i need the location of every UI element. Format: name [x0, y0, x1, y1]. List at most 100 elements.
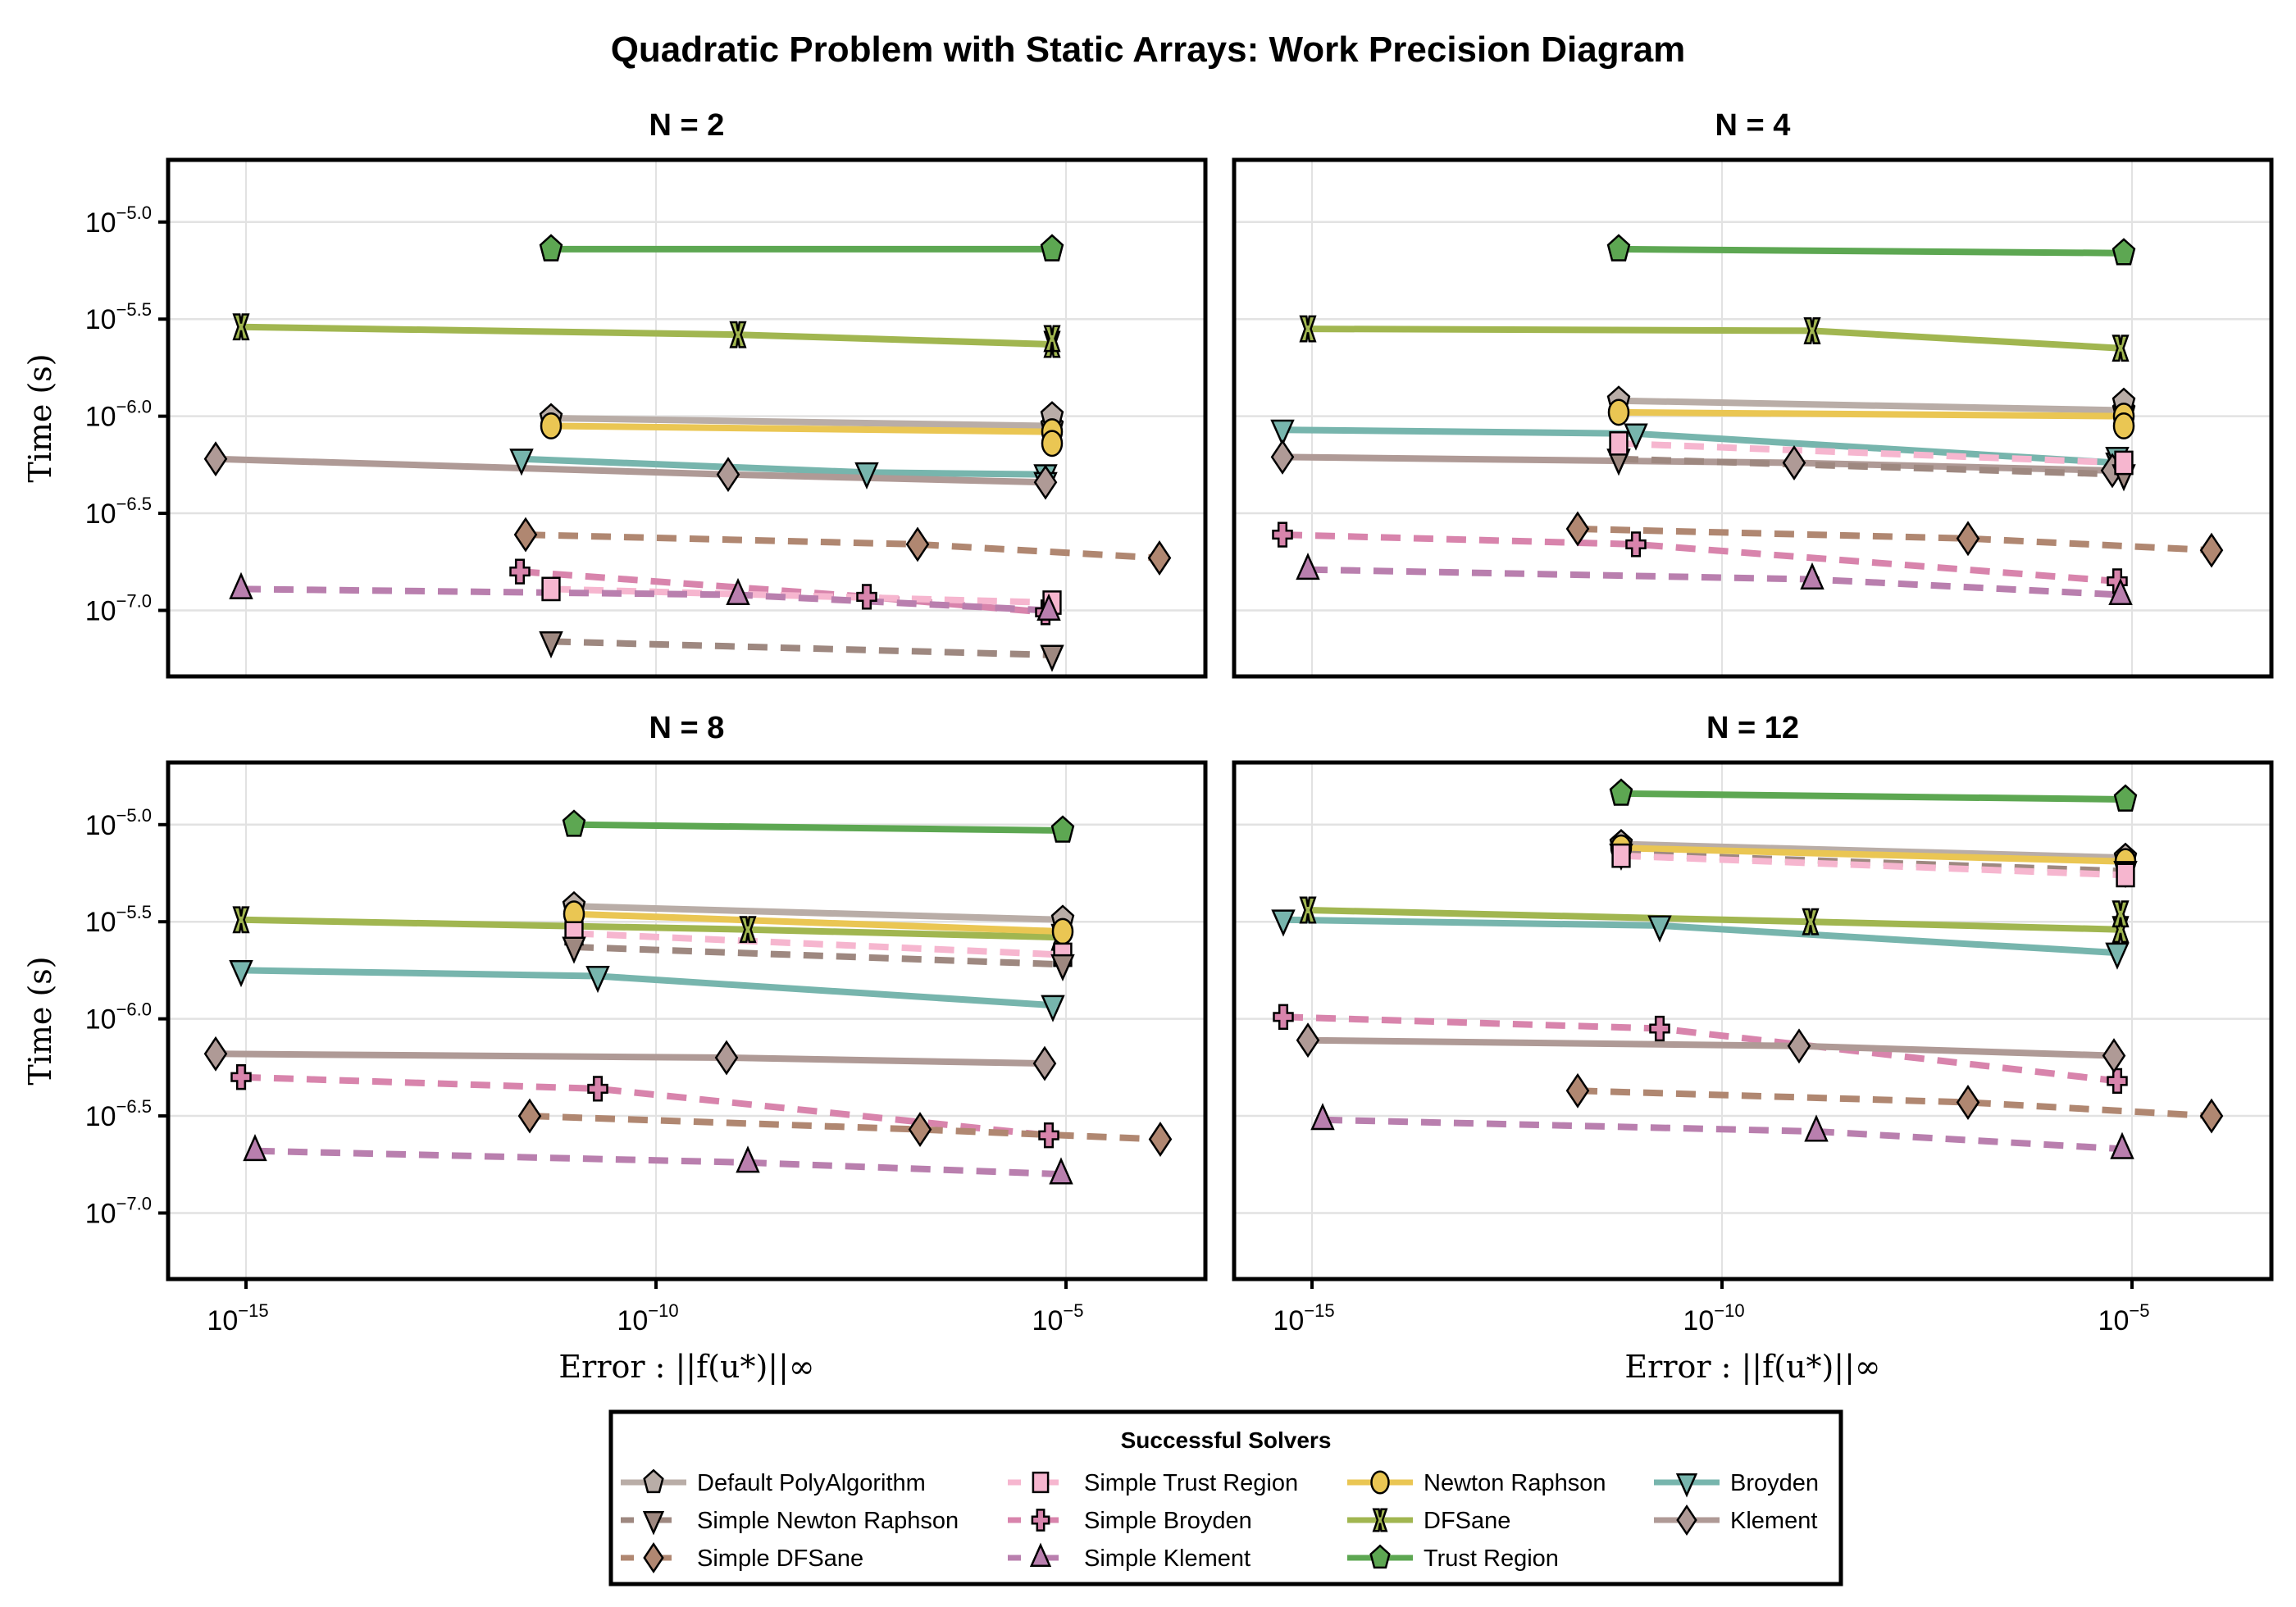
panel-2: N = 4 [1232, 108, 2274, 679]
series-line-default-polyalgorithm [550, 415, 1053, 430]
marker-klement [2102, 1038, 2126, 1074]
marker-dfsane [232, 906, 250, 934]
legend-label: Broyden [1730, 1470, 1819, 1496]
series-line-trust-region [1620, 790, 2126, 803]
y-tick-label: 10−6.0 [85, 999, 152, 1036]
legend-label: Simple DFSane [697, 1546, 863, 1572]
series-line-trust-region [1618, 245, 2125, 257]
series-line-simple-trust-region [550, 585, 1053, 606]
marker-simple-klement [2110, 1131, 2134, 1159]
legend-label: Simple Trust Region [1084, 1470, 1298, 1496]
legend-label: Newton Raphson [1424, 1470, 1606, 1496]
marker-broyden [585, 966, 610, 994]
legend-marker-circle [1370, 1470, 1390, 1495]
marker-broyden [509, 448, 534, 476]
y-tick-label: 10−5.5 [85, 902, 152, 938]
marker-trust-region [2112, 238, 2136, 266]
series-line-simple-broyden [1282, 531, 2118, 585]
panel-3: N = 8 10−5.0 10−5.5 10−6.0 10−6.5 10−7.0 Time … [22, 711, 1208, 1385]
marker-dfsane [2112, 900, 2130, 928]
marker-dfsane [1803, 316, 1821, 344]
marker-trust-region [1609, 778, 1633, 806]
series-group [1271, 778, 2224, 1159]
marker-simple-klement [726, 577, 750, 605]
marker-trust-region [1040, 234, 1064, 262]
marker-klement [716, 457, 740, 493]
series-line-simple-broyden [240, 1073, 1050, 1139]
marker-dfsane [1299, 896, 1317, 924]
marker-dfsane [232, 313, 250, 341]
marker-dfsane [1802, 908, 1820, 936]
marker-simple-dfsane [1148, 1122, 1173, 1157]
x-tick-label: 10−10 [1683, 1300, 1744, 1336]
series-group [203, 234, 1172, 672]
legend-item: Newton Raphson [1347, 1470, 1606, 1496]
legend-box [608, 1409, 1843, 1587]
marker-klement [203, 441, 228, 477]
legend-marker-triangle-up [1029, 1542, 1052, 1568]
panel-1: N = 2 10−5.0 10−5.5 10−6.0 10−6.5 10−7.0 Time … [22, 108, 1208, 679]
series-group [203, 809, 1173, 1185]
legend-label: Simple Newton Raphson [697, 1508, 959, 1534]
series-line-default-polyalgorithm [1620, 840, 2126, 862]
marker-simple-broyden [1038, 1122, 1059, 1149]
marker-newton-raphson [540, 412, 563, 439]
marker-simple-newton-raphson [1050, 954, 1075, 981]
series-line-newton-raphson [573, 910, 1064, 936]
panel-title: N = 12 [1706, 711, 1799, 745]
marker-simple-broyden [1272, 521, 1293, 548]
x-tick-label: 10−5 [2098, 1300, 2150, 1336]
marker-simple-dfsane [2199, 1098, 2224, 1134]
panel-4: N = 12 10−15 10−10 10−5 Error : ||f(u*)||∞ [1232, 711, 2274, 1385]
series-group [1270, 234, 2224, 605]
marker-simple-klement [1296, 553, 1320, 580]
panel-title: N = 2 [649, 108, 725, 143]
marker-klement [1033, 464, 1058, 500]
x-tick-label: 10−15 [207, 1300, 268, 1336]
legend-item: Simple Klement [1008, 1542, 1250, 1572]
legend-item: Simple Broyden [1008, 1508, 1252, 1534]
marker-dfsane [739, 916, 757, 944]
marker-simple-newton-raphson [562, 936, 586, 964]
marker-broyden [1271, 909, 1296, 937]
series-line-simple-newton-raphson [573, 944, 1064, 968]
y-tick-label: 10−6.0 [85, 397, 152, 433]
marker-klement [1032, 1045, 1057, 1081]
x-tick-label: 10−10 [617, 1300, 678, 1336]
series-line-simple-newton-raphson [550, 638, 1053, 658]
x-axis-label: Error : ||f(u*)||∞ [558, 1349, 814, 1385]
marker-trust-region [2113, 784, 2138, 812]
marker-simple-dfsane [1147, 540, 1172, 576]
marker-broyden [854, 462, 879, 489]
legend-label: DFSane [1424, 1508, 1510, 1534]
series-line-default-polyalgorithm [1618, 397, 2125, 414]
legend-label: Simple Klement [1084, 1546, 1250, 1572]
marker-simple-trust-region [2116, 863, 2135, 888]
marker-dfsane [1043, 325, 1061, 353]
marker-klement [203, 1036, 228, 1072]
marker-broyden [1270, 419, 1295, 447]
y-tick-label: 10−5.0 [85, 805, 152, 841]
legend-marker-triangle-down [1675, 1473, 1698, 1498]
marker-newton-raphson [1607, 398, 1630, 426]
legend-item: DFSane [1347, 1508, 1510, 1534]
panels: N = 2 10−5.0 10−5.5 10−6.0 10−6.5 10−7.0 Time … [22, 108, 2274, 1385]
series-line-simple-newton-raphson [1618, 455, 2125, 478]
marker-dfsane [1299, 315, 1317, 343]
legend-marker-diamond [643, 1541, 664, 1574]
marker-simple-dfsane [905, 526, 930, 562]
legend-item: Simple Newton Raphson [621, 1508, 959, 1536]
marker-simple-klement [243, 1134, 267, 1162]
marker-simple-dfsane [1565, 511, 1590, 547]
marker-simple-broyden [2107, 1068, 2128, 1095]
marker-simple-broyden [587, 1076, 608, 1102]
marker-klement [1787, 1028, 1811, 1064]
marker-simple-dfsane [1956, 521, 1980, 557]
marker-simple-dfsane [1956, 1085, 1980, 1120]
x-tick-label: 10−15 [1273, 1300, 1334, 1336]
marker-broyden [229, 959, 253, 988]
marker-simple-klement [1310, 1103, 1335, 1131]
legend-marker-diamond [1676, 1504, 1697, 1536]
y-tick-label: 10−6.5 [85, 494, 152, 530]
